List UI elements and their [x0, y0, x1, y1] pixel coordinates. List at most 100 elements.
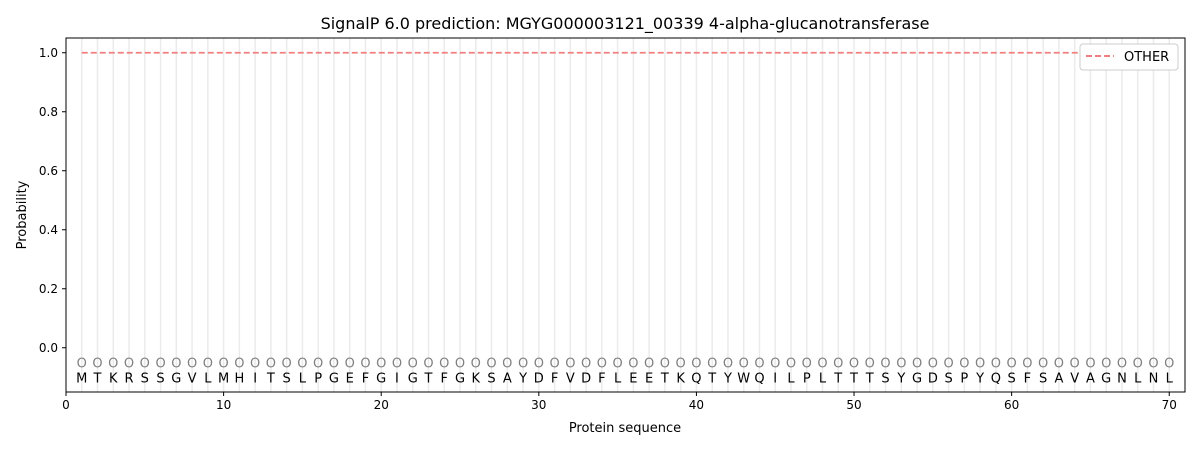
- region-label: O: [1133, 357, 1143, 372]
- y-tick-label: 0.8: [39, 105, 58, 119]
- residue-label: V: [188, 371, 197, 386]
- residue-label: Y: [518, 371, 527, 386]
- residue-label: N: [1149, 371, 1159, 386]
- x-tick-label: 70: [1162, 398, 1177, 412]
- residue-label: T: [424, 371, 433, 386]
- region-label: O: [534, 357, 544, 372]
- residue-label: Y: [723, 371, 732, 386]
- region-label: O: [865, 357, 875, 372]
- region-label: O: [833, 357, 843, 372]
- residue-label: F: [1024, 371, 1031, 386]
- residue-label: L: [204, 371, 212, 386]
- region-label: O: [565, 357, 575, 372]
- residue-label: K: [676, 371, 685, 386]
- region-label: O: [92, 357, 102, 372]
- residue-label: S: [944, 371, 952, 386]
- residue-label: L: [614, 371, 622, 386]
- residue-label: Y: [975, 371, 984, 386]
- region-label: O: [991, 357, 1001, 372]
- region-label: O: [707, 357, 717, 372]
- region-label: O: [1117, 357, 1127, 372]
- residue-label: S: [487, 371, 495, 386]
- residue-label: Y: [896, 371, 905, 386]
- residue-label: Q: [754, 371, 764, 386]
- region-label: O: [1038, 357, 1048, 372]
- x-tick-label: 0: [62, 398, 70, 412]
- residue-label: L: [787, 371, 795, 386]
- region-label: O: [266, 357, 276, 372]
- region-label: O: [1085, 357, 1095, 372]
- region-label: O: [959, 357, 969, 372]
- region-label: O: [155, 357, 165, 372]
- region-label: O: [676, 357, 686, 372]
- residue-label: P: [314, 371, 322, 386]
- y-tick-label: 1.0: [39, 46, 58, 60]
- residue-label: T: [865, 371, 874, 386]
- residue-label: D: [534, 371, 544, 386]
- residue-label: T: [833, 371, 842, 386]
- y-tick-label: 0.2: [39, 282, 58, 296]
- region-label: O: [218, 357, 228, 372]
- residue-label: H: [234, 371, 244, 386]
- residue-label: E: [629, 371, 637, 386]
- residue-label: L: [299, 371, 307, 386]
- residue-label: A: [503, 371, 512, 386]
- residue-label: D: [581, 371, 591, 386]
- residue-label: F: [598, 371, 605, 386]
- region-label: O: [77, 357, 87, 372]
- legend: OTHER: [1079, 43, 1179, 71]
- region-label: O: [1101, 357, 1111, 372]
- x-tick-label: 50: [846, 398, 861, 412]
- residue-label: I: [395, 371, 399, 386]
- region-label: O: [471, 357, 481, 372]
- x-tick-label: 60: [1004, 398, 1019, 412]
- residue-label: G: [455, 371, 465, 386]
- region-label: O: [423, 357, 433, 372]
- region-label: O: [849, 357, 859, 372]
- region-label: O: [613, 357, 623, 372]
- region-label: O: [754, 357, 764, 372]
- residue-label: F: [551, 371, 558, 386]
- residue-label: P: [803, 371, 811, 386]
- region-label: O: [802, 357, 812, 372]
- residue-label: F: [441, 371, 448, 386]
- region-label: O: [392, 357, 402, 372]
- residue-label: L: [819, 371, 827, 386]
- region-label: O: [408, 357, 418, 372]
- residue-label: T: [707, 371, 716, 386]
- residue-label: S: [156, 371, 164, 386]
- residue-label: M: [76, 371, 87, 386]
- region-label: O: [376, 357, 386, 372]
- region-label: O: [250, 357, 260, 372]
- region-label: O: [770, 357, 780, 372]
- region-label: O: [1164, 357, 1174, 372]
- residue-label: T: [660, 371, 669, 386]
- chart-title: SignalP 6.0 prediction: MGYG000003121_00…: [321, 14, 930, 34]
- residue-label: A: [1086, 371, 1095, 386]
- residue-label: G: [1101, 371, 1111, 386]
- region-label: O: [518, 357, 528, 372]
- plot-frame: [65, 37, 1186, 393]
- region-label: O: [549, 357, 559, 372]
- region-label: O: [486, 357, 496, 372]
- region-label: O: [1022, 357, 1032, 372]
- residue-label: T: [93, 371, 102, 386]
- region-label: O: [297, 357, 307, 372]
- residue-label: D: [928, 371, 938, 386]
- residue-label: V: [566, 371, 575, 386]
- region-label: O: [1054, 357, 1064, 372]
- legend-label-other: OTHER: [1124, 50, 1169, 65]
- residue-label: G: [376, 371, 386, 386]
- residue-label: W: [737, 371, 750, 386]
- region-label: O: [943, 357, 953, 372]
- residue-label: T: [849, 371, 858, 386]
- residue-label: I: [773, 371, 777, 386]
- region-label: O: [124, 357, 134, 372]
- y-axis-label: Probability: [15, 180, 30, 249]
- region-label: O: [896, 357, 906, 372]
- region-label: O: [502, 357, 512, 372]
- residue-label: T: [266, 371, 275, 386]
- region-label: O: [345, 357, 355, 372]
- x-tick-label: 20: [374, 398, 389, 412]
- x-axis-label: Protein sequence: [569, 421, 681, 436]
